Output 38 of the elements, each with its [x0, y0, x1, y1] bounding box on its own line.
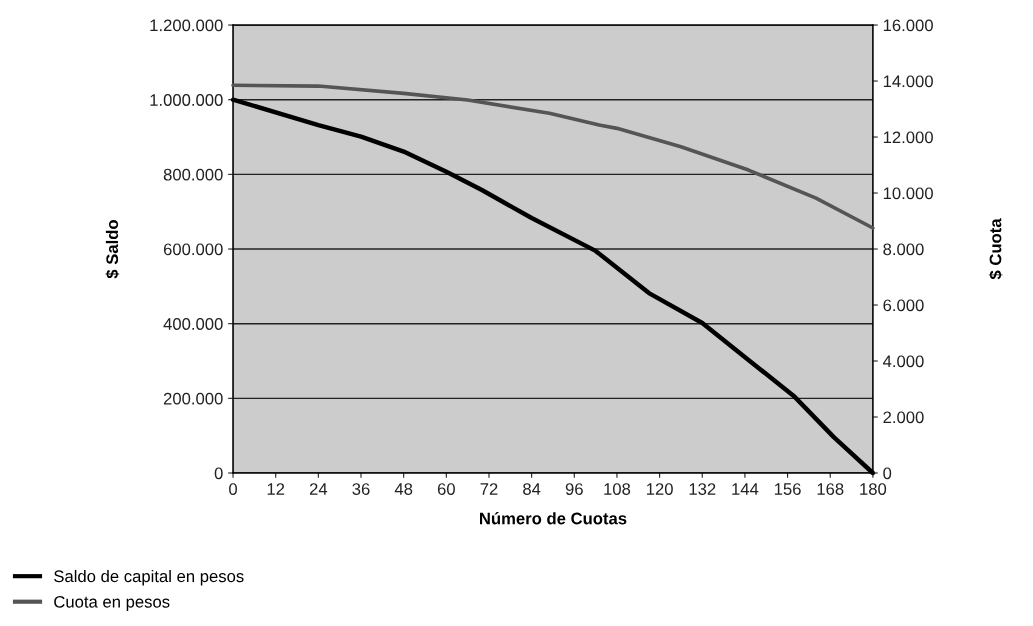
x-tick-label: 144: [732, 483, 759, 495]
y2-tick-label: 6.000: [883, 299, 924, 312]
y2-tick-label: 10.000: [883, 187, 933, 200]
y2-tick-label: 14.000: [883, 75, 933, 88]
x-tick-label: 48: [394, 483, 413, 495]
y-tick-label: 1.000.000: [150, 94, 223, 106]
x-tick-label: 180: [860, 483, 887, 495]
y2-tick-label: 12.000: [883, 131, 933, 144]
y2-tick-label: 16.000: [883, 19, 933, 32]
legend-label: Cuota en pesos: [54, 595, 170, 611]
x-tick-label: 120: [646, 483, 673, 495]
x-tick-label: 24: [309, 483, 328, 495]
legend-label: Saldo de capital en pesos: [54, 569, 244, 586]
y2-tick-label: 0: [883, 467, 892, 480]
y2-axis-title: $ Cuota: [988, 218, 1003, 280]
x-tick-label: 60: [437, 483, 455, 495]
y-tick-label: 800.000: [163, 168, 223, 181]
y2-tick-label: 8.000: [883, 243, 924, 256]
x-tick-label: 12: [267, 483, 285, 495]
x-tick-label: 96: [565, 483, 583, 495]
y-axis-title: $ Saldo: [105, 220, 120, 279]
x-tick-label: 108: [604, 483, 631, 495]
x-tick-label: 84: [523, 483, 541, 495]
x-tick-label: 156: [774, 483, 801, 495]
y2-tick-label: 4.000: [882, 355, 924, 368]
y-tick-label: 600.000: [163, 243, 223, 256]
line-series: [231, 83, 875, 230]
y-tick-label: 200.000: [163, 392, 223, 405]
y-tick-label: 400.000: [163, 318, 223, 330]
x-tick-label: 168: [817, 483, 844, 495]
x-tick-label: 132: [689, 483, 716, 495]
x-axis-title: Número de Cuotas: [480, 512, 627, 525]
y-tick-label: 0: [214, 467, 223, 480]
x-tick-label: 0: [229, 483, 238, 495]
y2-tick-label: 2.000: [883, 411, 924, 424]
y-tick-label: 1.200.000: [150, 19, 223, 32]
x-tick-label: 72: [480, 483, 498, 495]
x-tick-label: 36: [352, 483, 370, 495]
